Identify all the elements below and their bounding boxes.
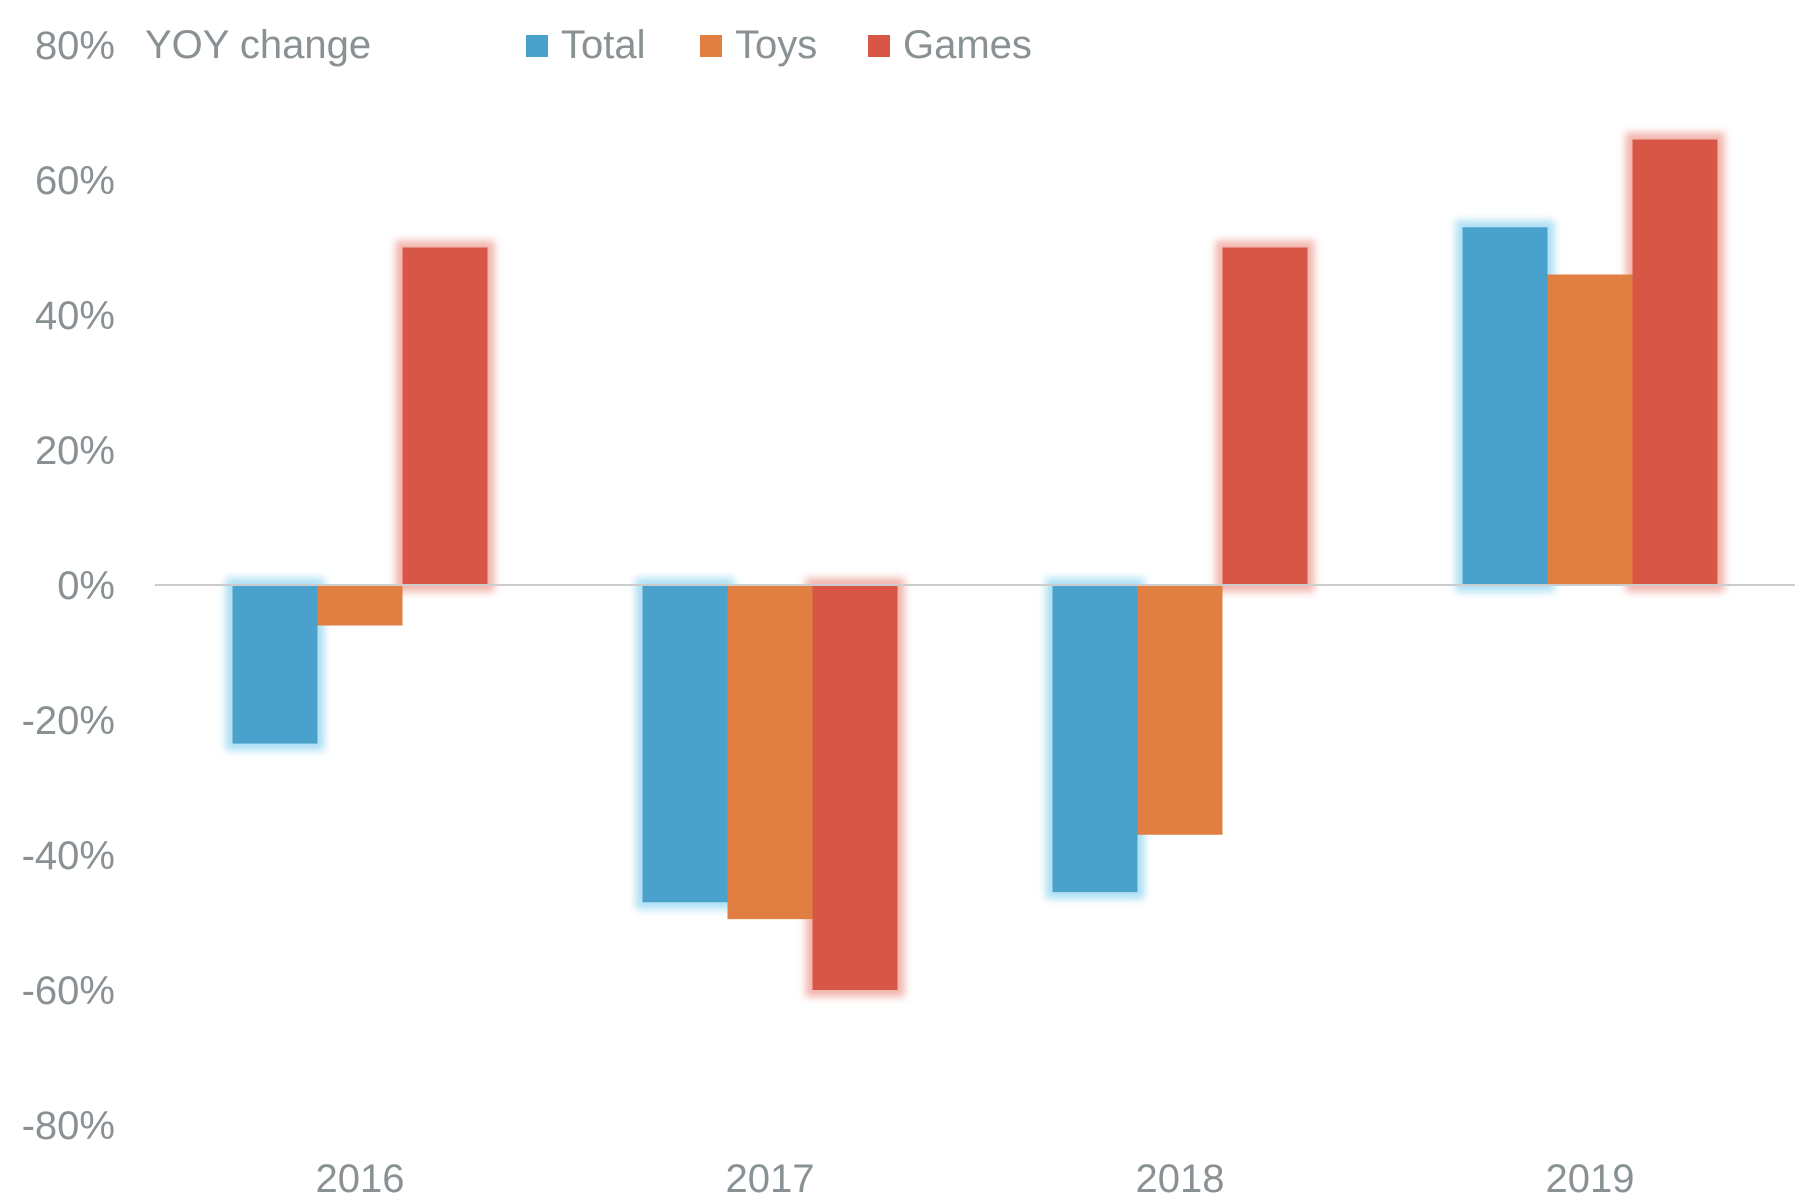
legend-label-games: Games <box>903 23 1032 67</box>
bar-total-2019 <box>1462 227 1548 585</box>
legend-label-toys: Toys <box>735 23 817 67</box>
bar-toys-2016 <box>317 585 403 626</box>
y-tick-label: 60% <box>35 159 115 203</box>
bar-toys-2019 <box>1547 274 1633 585</box>
x-tick-label: 2017 <box>726 1157 815 1200</box>
legend-label-total: Total <box>561 23 646 67</box>
legend-swatch-toys <box>700 35 722 57</box>
legend-swatch-games <box>868 35 890 57</box>
bar-total-2016 <box>232 585 318 744</box>
x-tick-label: 2019 <box>1546 1157 1635 1200</box>
y-tick-label: 0% <box>57 564 115 608</box>
chart-title: YOY change <box>145 23 371 67</box>
bar-toys-2018 <box>1137 585 1223 835</box>
bar-games-2016 <box>402 247 488 585</box>
bar-toys-2017 <box>727 585 813 920</box>
x-axis-ticks: 2016 2017 2018 2019 <box>316 1157 1635 1200</box>
y-tick-label: 40% <box>35 294 115 338</box>
y-tick-label: -60% <box>22 969 115 1013</box>
y-tick-label: 20% <box>35 429 115 473</box>
bar-total-2017 <box>642 585 728 903</box>
y-tick-label: -40% <box>22 834 115 878</box>
x-tick-label: 2018 <box>1136 1157 1225 1200</box>
legend-swatch-total <box>526 35 548 57</box>
bar-games-2017 <box>812 585 898 990</box>
y-tick-label: 80% <box>35 24 115 68</box>
y-tick-label: -20% <box>22 699 115 743</box>
bars <box>232 139 1718 990</box>
x-tick-label: 2016 <box>316 1157 405 1200</box>
y-tick-label: -80% <box>22 1104 115 1148</box>
bar-games-2018 <box>1222 247 1308 585</box>
y-axis-ticks: -80% -60% -40% -20% 0% 20% 40% 60% 80% <box>22 24 115 1148</box>
legend: Total Toys Games <box>526 23 1032 67</box>
bar-total-2018 <box>1052 585 1138 893</box>
bar-games-2019 <box>1632 139 1718 585</box>
